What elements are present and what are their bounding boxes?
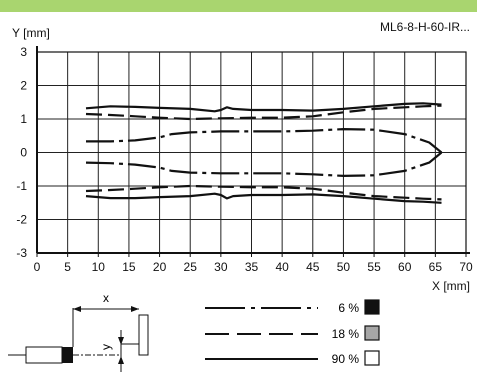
legend-swatch-white (364, 350, 380, 366)
x-tick-label: 30 (214, 260, 228, 274)
y-arrow-down-icon (118, 337, 124, 345)
x-tick-label: 60 (398, 260, 412, 274)
x-tick-label: 40 (275, 260, 289, 274)
y-arrow-up-icon (118, 356, 124, 364)
legend-label-18: 18 % (332, 327, 360, 341)
x-tick-label: 10 (92, 260, 106, 274)
x-tick-label: 0 (34, 260, 41, 274)
target-object (138, 314, 149, 356)
sensor-lens (62, 347, 73, 363)
x-tick-label: 65 (429, 260, 443, 274)
legend: 6 % 18 % 90 % (205, 299, 380, 366)
legend-item-18: 18 % (205, 325, 380, 341)
grid-lines (37, 52, 467, 253)
legend-swatch-grey (364, 325, 380, 341)
curve-dashed (85, 184, 442, 201)
x-arrow-right-icon (131, 306, 139, 312)
legend-item-6: 6 % (205, 299, 380, 315)
header-accent-bar (0, 0, 477, 12)
y-tick-label: 1 (20, 112, 27, 126)
series-curves (85, 102, 443, 204)
legend-label-90: 90 % (332, 352, 360, 366)
curve-dash-dot (85, 151, 443, 177)
legend-item-90: 90 % (205, 350, 380, 366)
curve-solid (85, 192, 442, 204)
x-tick-label: 25 (184, 260, 198, 274)
x-tick-label: 15 (122, 260, 136, 274)
sensor-body (25, 346, 63, 364)
x-dimension-label: x (103, 291, 109, 305)
x-tick-label: 20 (153, 260, 167, 274)
y-axis-label: Y [mm] (12, 26, 50, 40)
y-tick-label: -1 (16, 179, 27, 193)
y-tick-label: -2 (16, 213, 27, 227)
y-tick-label: 0 (20, 146, 27, 160)
curve-solid (85, 102, 442, 113)
setup-diagram: x y (8, 291, 149, 372)
y-dimension-label: y (99, 344, 113, 350)
x-tick-label: 50 (337, 260, 351, 274)
y-tick-label: 2 (20, 79, 27, 93)
x-tick-label: 5 (64, 260, 71, 274)
legend-swatch-black (364, 299, 380, 315)
legend-label-6: 6 % (338, 301, 359, 315)
x-tick-label: 35 (245, 260, 259, 274)
x-tick-label: 45 (306, 260, 320, 274)
axes (36, 46, 470, 254)
curve-dash-dot (86, 128, 443, 154)
x-axis-label: X [mm] (432, 279, 470, 293)
x-tick-label: 70 (459, 260, 473, 274)
x-arrow-left-icon (73, 306, 81, 312)
x-tick-label: 55 (367, 260, 381, 274)
y-tick-label: 3 (20, 45, 27, 59)
curve-dashed (85, 104, 442, 121)
y-tick-label: -3 (16, 246, 27, 260)
model-label: ML6-8-H-60-IR... (380, 20, 470, 34)
